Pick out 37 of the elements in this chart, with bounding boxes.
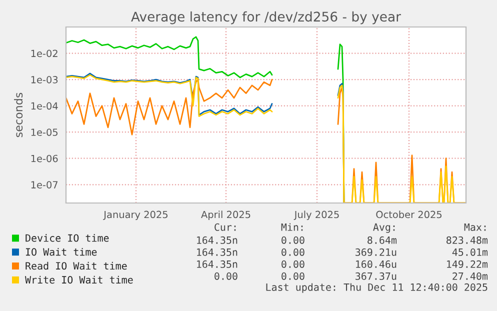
text: 45.01m (452, 248, 488, 256)
text: 164.35n (197, 248, 238, 256)
text: Min: (281, 223, 303, 231)
text: 164.35n (197, 236, 238, 244)
text: 0.00 (282, 272, 304, 280)
y-axis-title: seconds (14, 92, 23, 138)
x-tick-label: January 2025 (103, 210, 168, 220)
text: 369.21u (356, 248, 396, 256)
text: 823.48m (446, 236, 488, 244)
text: Max: (464, 223, 486, 231)
y-tick-label: 1e-05 (31, 128, 58, 136)
y-tick-label: 1e-06 (31, 154, 58, 162)
text: 149.22m (447, 260, 488, 268)
text: 0.00 (282, 248, 304, 256)
text: 164.35n (197, 260, 238, 268)
x-tick-label: July 2025 (294, 210, 339, 220)
y-tick-label: 1e-03 (31, 76, 58, 84)
text: 0.00 (282, 260, 304, 268)
text: 160.46u (356, 260, 396, 268)
x-tick-label: October 2025 (376, 210, 442, 218)
legend-label: Write IO Wait time (25, 276, 133, 284)
legend-label: Device IO time (26, 234, 109, 242)
text: 8.64m (368, 236, 397, 244)
y-tick-label: 1e-07 (31, 181, 58, 188)
text: 0.00 (214, 272, 238, 280)
text: 367.37u (356, 272, 396, 280)
text: Last update: Thu Dec 11 12:40:00 2025 (266, 283, 488, 293)
y-tick-label: 1e-04 (31, 102, 58, 110)
x-tick-label: April 2025 (201, 210, 250, 220)
text: Cur: (214, 223, 236, 231)
text: Avg: (373, 223, 395, 233)
y-tick-label: 1e-02 (31, 50, 58, 58)
text: 27.40m (452, 272, 488, 280)
chart-title: Average latency for /dev/zd256 - by year (131, 11, 402, 24)
legend-label: Read IO Wait time (26, 262, 127, 270)
legend-label: IO Wait time (26, 248, 97, 256)
text: 0.00 (282, 236, 304, 244)
